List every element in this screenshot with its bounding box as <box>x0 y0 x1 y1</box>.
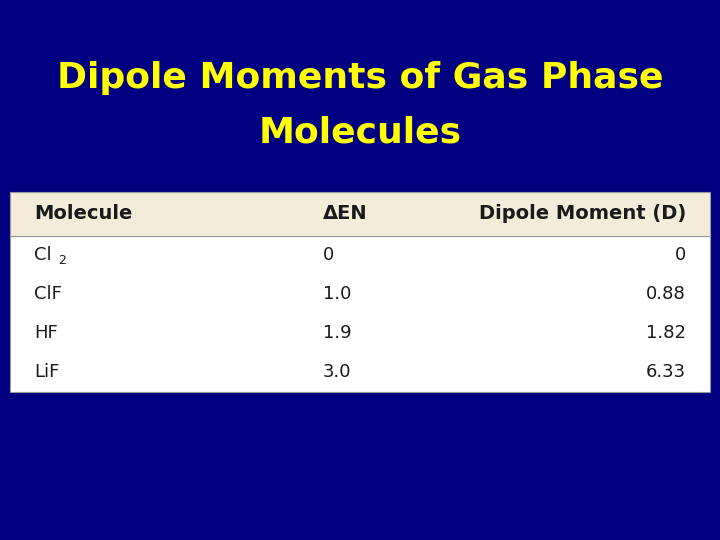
Text: Molecules: Molecules <box>258 116 462 149</box>
Bar <box>10 235 710 392</box>
Text: 1.0: 1.0 <box>323 285 351 303</box>
Text: ClF: ClF <box>34 285 62 303</box>
Text: HF: HF <box>34 324 58 342</box>
Text: Molecule: Molecule <box>34 204 132 223</box>
Text: ΔEN: ΔEN <box>323 204 368 223</box>
Text: Dipole Moment (D): Dipole Moment (D) <box>479 204 686 223</box>
Text: Cl: Cl <box>34 246 52 264</box>
Text: 0.88: 0.88 <box>646 285 686 303</box>
Text: 0: 0 <box>323 246 334 264</box>
Text: 6.33: 6.33 <box>646 363 686 381</box>
Text: 0: 0 <box>675 246 686 264</box>
Text: 3.0: 3.0 <box>323 363 351 381</box>
Bar <box>10 192 710 392</box>
Text: 1.82: 1.82 <box>646 324 686 342</box>
Text: 2: 2 <box>58 254 66 267</box>
Bar <box>10 192 710 235</box>
Text: 1.9: 1.9 <box>323 324 352 342</box>
Text: Dipole Moments of Gas Phase: Dipole Moments of Gas Phase <box>57 62 663 95</box>
Text: LiF: LiF <box>34 363 60 381</box>
